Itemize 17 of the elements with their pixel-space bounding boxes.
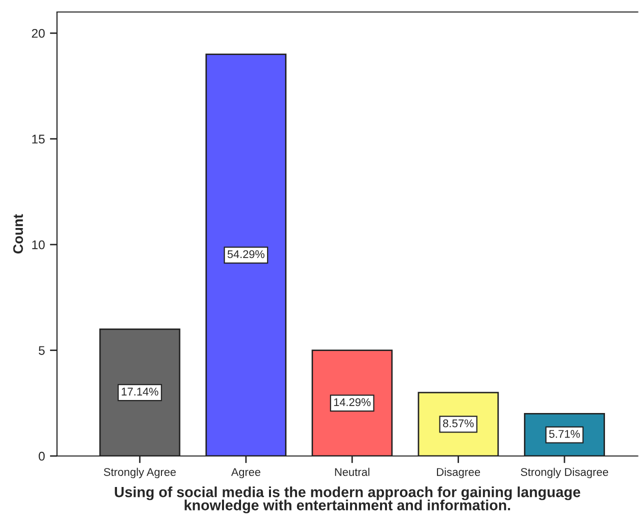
x-tick-label: Agree <box>231 468 260 478</box>
y-tick-label: 5 <box>38 346 45 355</box>
y-tick-label: 20 <box>32 28 45 38</box>
annotation: 54.29% <box>228 250 264 258</box>
y-tick-label: 10 <box>32 240 45 250</box>
y-tick-label: 15 <box>32 134 45 144</box>
annotation: 5.71% <box>549 430 580 438</box>
y-tick-label: 0 <box>38 452 45 461</box>
x-tick-label: Strongly Disagree <box>520 468 608 478</box>
x-tick-label: Disagree <box>436 468 480 478</box>
x-axis-title: Using of social media is the modern approach for gaining language knowledge with entertainment and information. <box>114 486 580 514</box>
y-axis-title: Count <box>13 214 23 254</box>
annotation: 17.14% <box>122 388 158 396</box>
annotation: 8.57% <box>443 419 474 428</box>
annotation: 14.29% <box>334 398 371 406</box>
x-tick-label: Strongly Agree <box>104 468 176 478</box>
x-tick-label: Neutral <box>335 468 370 476</box>
